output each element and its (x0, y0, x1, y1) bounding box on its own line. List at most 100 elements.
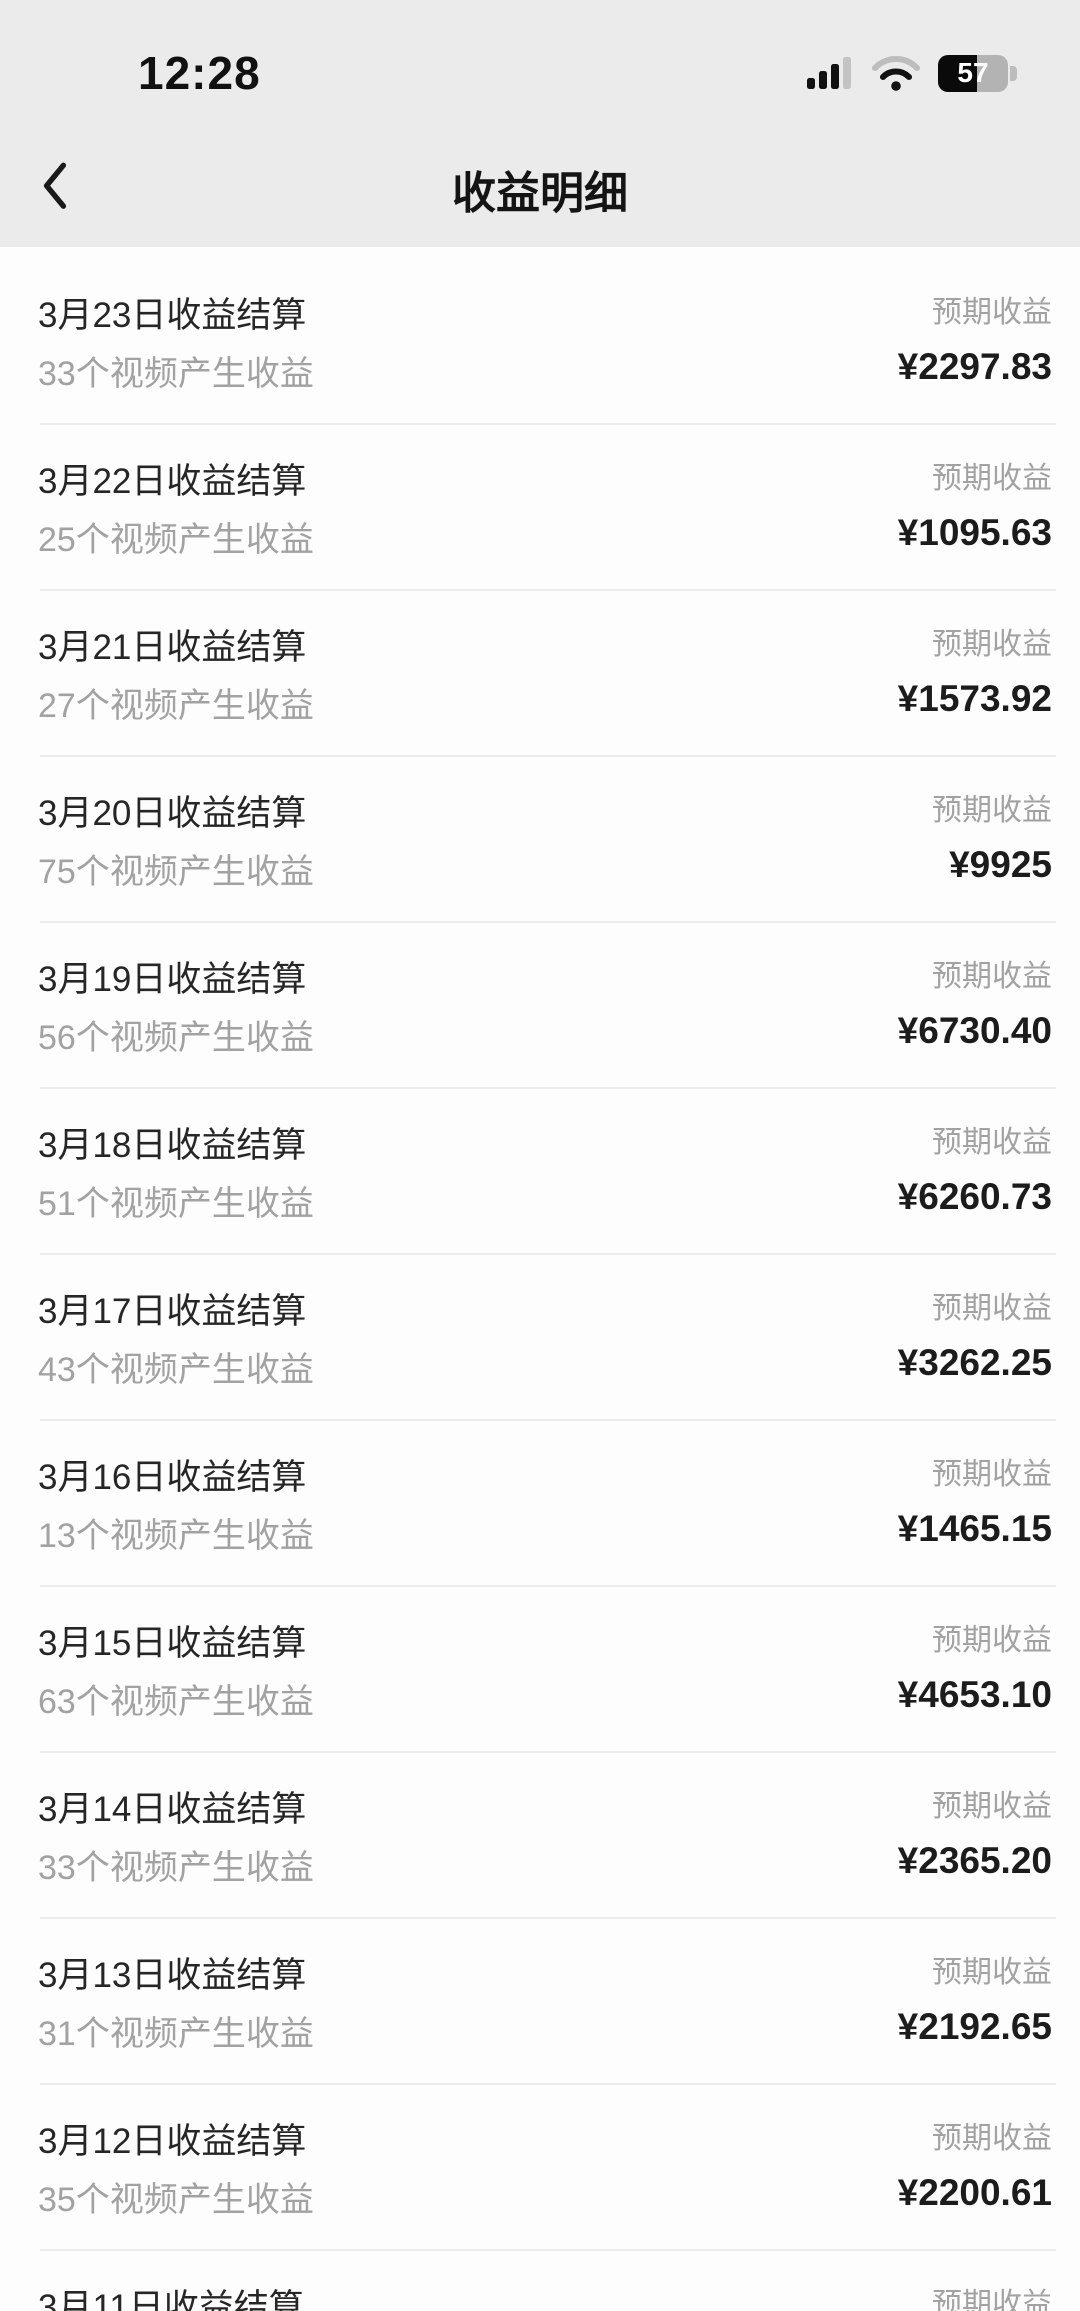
video-count: 63个视频产生收益 (38, 1683, 314, 1721)
income-row[interactable]: 3月18日收益结算 51个视频产生收益 预期收益 ¥6260.73 (0, 1089, 1080, 1255)
row-right-column: 预期收益 (932, 2287, 1052, 2311)
income-row-inner: 3月13日收益结算 31个视频产生收益 预期收益 ¥2192.65 (0, 1919, 1080, 2083)
expected-income-label: 预期收益 (932, 1292, 1052, 1325)
expected-income-label: 预期收益 (932, 1956, 1052, 1989)
cellular-signal-icon (807, 57, 851, 89)
divider (40, 2083, 1056, 2085)
expected-income-label: 预期收益 (932, 1624, 1052, 1657)
income-row[interactable]: 3月11日收益结算 预期收益 (0, 2251, 1080, 2311)
income-row[interactable]: 3月19日收益结算 56个视频产生收益 预期收益 ¥6730.40 (0, 923, 1080, 1089)
income-row-inner: 3月21日收益结算 27个视频产生收益 预期收益 ¥1573.92 (0, 591, 1080, 755)
video-count: 13个视频产生收益 (38, 1517, 314, 1555)
divider (40, 423, 1056, 425)
income-amount: ¥1465.15 (897, 1508, 1052, 1549)
row-left-column: 3月12日收益结算 35个视频产生收益 (38, 2121, 314, 2221)
income-row[interactable]: 3月12日收益结算 35个视频产生收益 预期收益 ¥2200.61 (0, 2085, 1080, 2251)
settlement-date: 3月20日收益结算 (38, 794, 307, 833)
video-count: 43个视频产生收益 (38, 1351, 314, 1389)
divider (40, 1253, 1056, 1255)
settlement-date: 3月12日收益结算 (38, 2122, 307, 2161)
row-right-column: 预期收益 ¥6730.40 (898, 959, 1052, 1053)
row-left-column: 3月23日收益结算 33个视频产生收益 (38, 295, 314, 395)
divider (40, 589, 1056, 591)
income-amount: ¥6260.73 (897, 1176, 1052, 1217)
row-left-column: 3月19日收益结算 56个视频产生收益 (38, 959, 314, 1059)
expected-income-label: 预期收益 (932, 794, 1052, 827)
video-count: 25个视频产生收益 (38, 521, 314, 559)
income-row-inner: 3月15日收益结算 63个视频产生收益 预期收益 ¥4653.10 (0, 1587, 1080, 1751)
wifi-icon (872, 56, 920, 91)
settlement-date: 3月11日收益结算 (38, 2288, 304, 2311)
row-left-column: 3月16日收益结算 13个视频产生收益 (38, 1457, 314, 1557)
expected-income-label: 预期收益 (932, 1790, 1052, 1823)
income-row[interactable]: 3月14日收益结算 33个视频产生收益 预期收益 ¥2365.20 (0, 1753, 1080, 1919)
income-row-inner: 3月18日收益结算 51个视频产生收益 预期收益 ¥6260.73 (0, 1089, 1080, 1253)
expected-income-label: 预期收益 (932, 1458, 1052, 1491)
income-row-inner: 3月19日收益结算 56个视频产生收益 预期收益 ¥6730.40 (0, 923, 1080, 1087)
income-row[interactable]: 3月16日收益结算 13个视频产生收益 预期收益 ¥1465.15 (0, 1421, 1080, 1587)
income-row-inner: 3月17日收益结算 43个视频产生收益 预期收益 ¥3262.25 (0, 1255, 1080, 1419)
row-right-column: 预期收益 ¥2192.65 (898, 1955, 1052, 2049)
back-chevron-icon[interactable] (40, 161, 70, 214)
video-count: 56个视频产生收益 (38, 1019, 314, 1057)
income-amount: ¥2200.61 (897, 2172, 1052, 2213)
expected-income-label: 预期收益 (932, 628, 1052, 661)
income-amount: ¥2365.20 (897, 1840, 1052, 1881)
nav-bar: 收益明细 (0, 120, 1080, 247)
row-right-column: 预期收益 ¥6260.73 (898, 1125, 1052, 1219)
expected-income-label: 预期收益 (932, 960, 1052, 993)
divider (40, 1585, 1056, 1587)
row-left-column: 3月22日收益结算 25个视频产生收益 (38, 461, 314, 561)
income-row[interactable]: 3月15日收益结算 63个视频产生收益 预期收益 ¥4653.10 (0, 1587, 1080, 1753)
divider (40, 2249, 1056, 2251)
settlement-date: 3月13日收益结算 (38, 1956, 307, 1995)
row-left-column: 3月18日收益结算 51个视频产生收益 (38, 1125, 314, 1225)
row-right-column: 预期收益 ¥3262.25 (898, 1291, 1052, 1385)
income-row-inner: 3月12日收益结算 35个视频产生收益 预期收益 ¥2200.61 (0, 2085, 1080, 2249)
income-row-inner: 3月14日收益结算 33个视频产生收益 预期收益 ¥2365.20 (0, 1753, 1080, 1917)
income-row[interactable]: 3月21日收益结算 27个视频产生收益 预期收益 ¥1573.92 (0, 591, 1080, 757)
row-left-column: 3月13日收益结算 31个视频产生收益 (38, 1955, 314, 2055)
income-row-inner: 3月20日收益结算 75个视频产生收益 预期收益 ¥9925 (0, 757, 1080, 921)
income-amount: ¥1095.63 (897, 512, 1052, 553)
income-row-inner: 3月16日收益结算 13个视频产生收益 预期收益 ¥1465.15 (0, 1421, 1080, 1585)
income-row[interactable]: 3月13日收益结算 31个视频产生收益 预期收益 ¥2192.65 (0, 1919, 1080, 2085)
battery-percent: 57 (957, 57, 989, 88)
income-list: 3月23日收益结算 33个视频产生收益 预期收益 ¥2297.83 3月22日收… (0, 247, 1080, 2311)
video-count: 33个视频产生收益 (38, 1849, 314, 1887)
row-left-column: 3月17日收益结算 43个视频产生收益 (38, 1291, 314, 1391)
row-left-column: 3月20日收益结算 75个视频产生收益 (38, 793, 314, 893)
row-left-column: 3月11日收益结算 (38, 2287, 304, 2311)
income-row-inner: 3月11日收益结算 预期收益 (0, 2251, 1080, 2311)
video-count: 35个视频产生收益 (38, 2181, 314, 2219)
income-row-inner: 3月22日收益结算 25个视频产生收益 预期收益 ¥1095.63 (0, 425, 1080, 589)
expected-income-label: 预期收益 (932, 462, 1052, 495)
row-left-column: 3月14日收益结算 33个视频产生收益 (38, 1789, 314, 1889)
video-count: 51个视频产生收益 (38, 1185, 314, 1223)
battery-icon: 57 (938, 54, 1017, 92)
video-count: 31个视频产生收益 (38, 2015, 314, 2053)
settlement-date: 3月21日收益结算 (38, 628, 307, 667)
row-right-column: 预期收益 ¥9925 (932, 793, 1052, 887)
income-row[interactable]: 3月23日收益结算 33个视频产生收益 预期收益 ¥2297.83 (0, 247, 1080, 425)
income-row[interactable]: 3月22日收益结算 25个视频产生收益 预期收益 ¥1095.63 (0, 425, 1080, 591)
expected-income-label: 预期收益 (932, 2122, 1052, 2155)
settlement-date: 3月14日收益结算 (38, 1790, 307, 1829)
income-amount: ¥4653.10 (897, 1674, 1052, 1715)
settlement-date: 3月19日收益结算 (38, 960, 307, 999)
video-count: 27个视频产生收益 (38, 687, 314, 725)
expected-income-label: 预期收益 (932, 296, 1052, 329)
income-amount: ¥3262.25 (897, 1342, 1052, 1383)
income-row[interactable]: 3月17日收益结算 43个视频产生收益 预期收益 ¥3262.25 (0, 1255, 1080, 1421)
divider (40, 921, 1056, 923)
income-row[interactable]: 3月20日收益结算 75个视频产生收益 预期收益 ¥9925 (0, 757, 1080, 923)
income-row-inner: 3月23日收益结算 33个视频产生收益 预期收益 ¥2297.83 (0, 247, 1080, 423)
page-title: 收益明细 (452, 168, 628, 218)
income-amount: ¥1573.92 (897, 678, 1052, 719)
settlement-date: 3月16日收益结算 (38, 1458, 307, 1497)
status-icons: 57 (806, 54, 1017, 92)
divider (40, 1917, 1056, 1919)
expected-income-label: 预期收益 (932, 2288, 1052, 2311)
income-amount: ¥2192.65 (897, 2006, 1052, 2047)
